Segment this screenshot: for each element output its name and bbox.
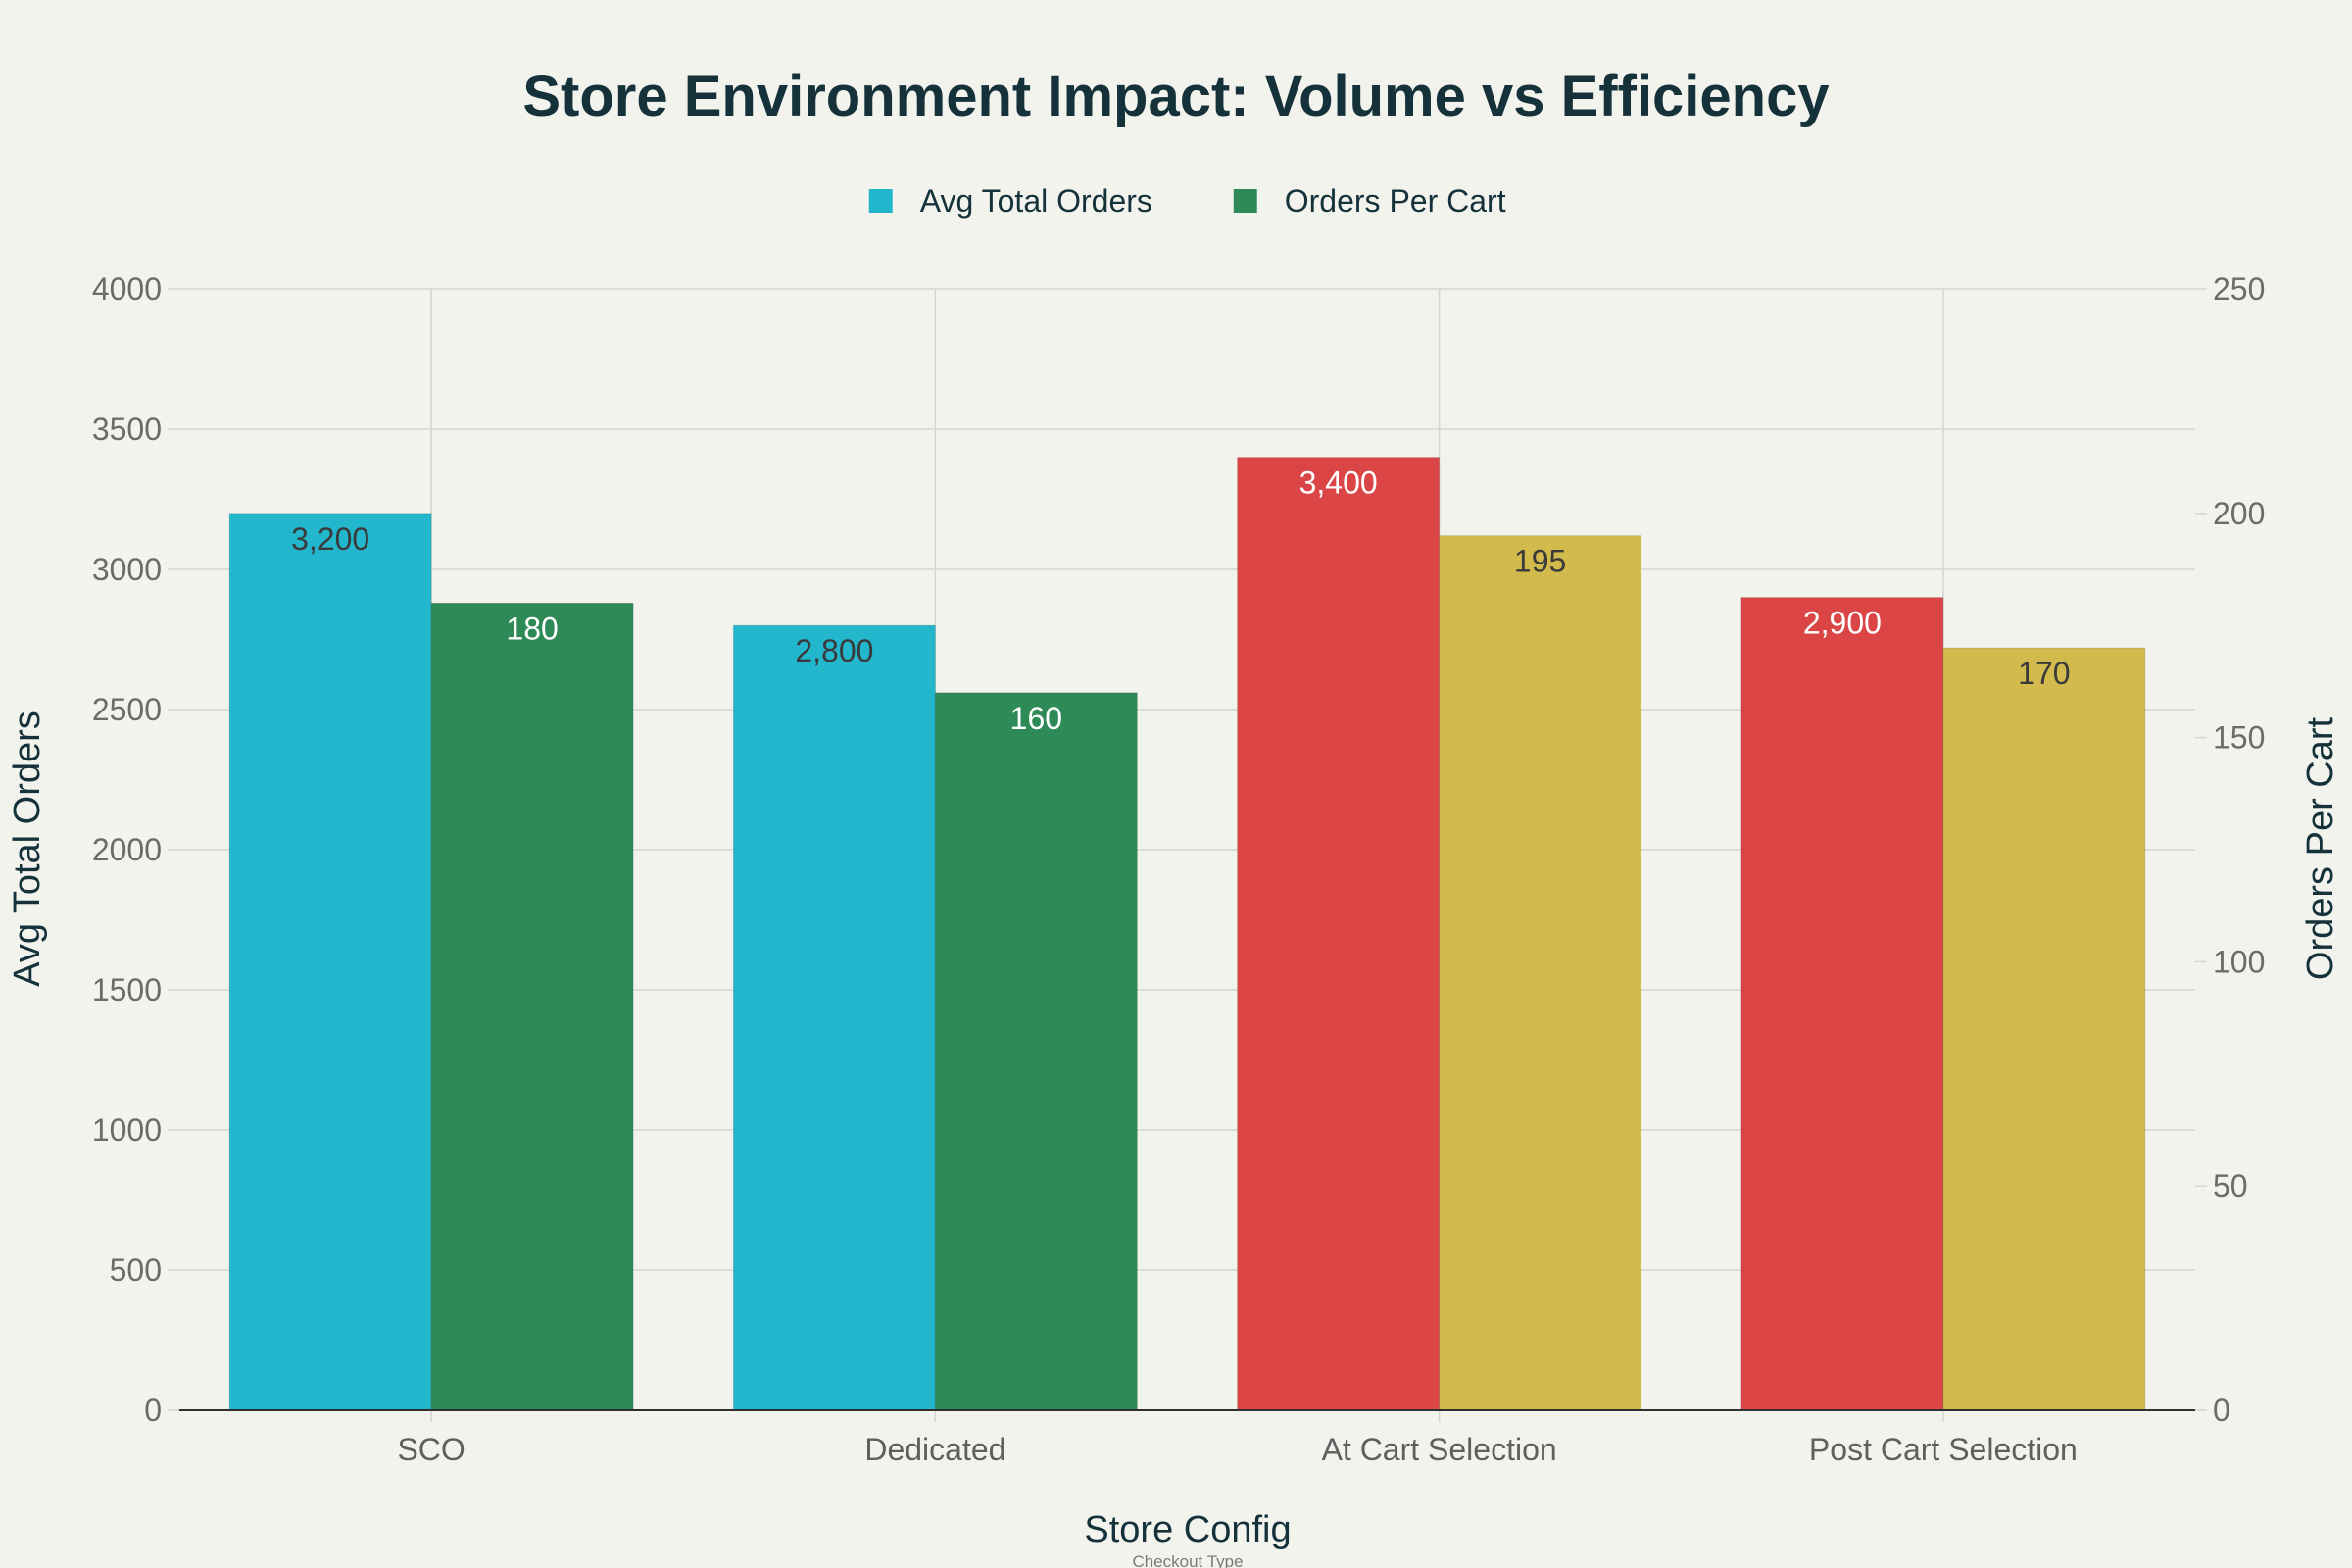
legend-label: Avg Total Orders xyxy=(920,183,1152,219)
axes: 0 500 1000 1500 2000 2500 3000 3500 4000 0 50 100 15… xyxy=(92,271,2266,1467)
data-label-orders-per-cart: 180 xyxy=(506,611,558,646)
x-tick-label: SCO xyxy=(397,1432,465,1467)
x-tick-label: At Cart Selection xyxy=(1322,1432,1557,1467)
x-axis-subtitle: Checkout Type xyxy=(1132,1552,1243,1568)
bar-orders-per-cart[interactable] xyxy=(430,602,634,1411)
legend-swatch xyxy=(1233,189,1257,213)
bar-avg-total-orders[interactable] xyxy=(1740,597,1944,1411)
bar-orders-per-cart[interactable] xyxy=(1942,647,2146,1411)
data-label-avg-total-orders: 2,800 xyxy=(795,633,873,668)
bars xyxy=(228,457,2146,1411)
legend-item[interactable]: Orders Per Cart xyxy=(1233,183,1506,219)
y-axis-left-title: Avg Total Orders xyxy=(7,710,48,987)
y-left-tick-label: 1500 xyxy=(92,972,162,1007)
data-label-orders-per-cart: 170 xyxy=(2018,656,2070,691)
y-right-tick-label: 200 xyxy=(2213,496,2265,531)
data-label-orders-per-cart: 160 xyxy=(1010,701,1062,736)
data-labels: 3,200 2,800 3,400 2,900 180 160 195 170 xyxy=(291,466,2070,736)
legend-swatch xyxy=(868,189,893,213)
y-left-tick-label: 500 xyxy=(110,1252,162,1288)
y-right-tick-label: 150 xyxy=(2213,720,2265,756)
y-left-tick-label: 1000 xyxy=(92,1112,162,1148)
y-left-tick-label: 2000 xyxy=(92,832,162,867)
legend-item[interactable]: Avg Total Orders xyxy=(868,183,1152,219)
data-label-avg-total-orders: 2,900 xyxy=(1803,606,1882,641)
legend[interactable]: Avg Total Orders Orders Per Cart xyxy=(868,183,1506,219)
y-right-tick-label: 0 xyxy=(2213,1393,2230,1428)
y-right-tick-label: 50 xyxy=(2213,1168,2248,1203)
y-left-tick-label: 0 xyxy=(144,1393,162,1428)
bar-avg-total-orders[interactable] xyxy=(732,624,936,1411)
bar-avg-total-orders[interactable] xyxy=(1237,457,1441,1411)
x-tick-label: Dedicated xyxy=(864,1432,1005,1467)
y-left-tick-label: 3500 xyxy=(92,412,162,447)
x-tick-label: Post Cart Selection xyxy=(1809,1432,2078,1467)
data-label-avg-total-orders: 3,400 xyxy=(1299,466,1378,501)
data-label-orders-per-cart: 195 xyxy=(1514,544,1566,579)
data-label-avg-total-orders: 3,200 xyxy=(291,521,369,557)
y-left-tick-label: 3000 xyxy=(92,552,162,587)
bar-avg-total-orders[interactable] xyxy=(228,513,432,1411)
y-right-tick-label: 250 xyxy=(2213,271,2265,307)
y-axis-right-title: Orders Per Cart xyxy=(2300,716,2341,980)
legend-label: Orders Per Cart xyxy=(1285,183,1506,219)
chart-title: Store Environment Impact: Volume vs Effi… xyxy=(522,65,1829,128)
bar-orders-per-cart[interactable] xyxy=(934,692,1138,1411)
bar-orders-per-cart[interactable] xyxy=(1439,535,1642,1411)
y-right-tick-label: 100 xyxy=(2213,944,2265,979)
y-left-tick-label: 2500 xyxy=(92,692,162,727)
x-axis-title: Store Config xyxy=(1084,1509,1291,1550)
y-left-tick-label: 4000 xyxy=(92,271,162,307)
